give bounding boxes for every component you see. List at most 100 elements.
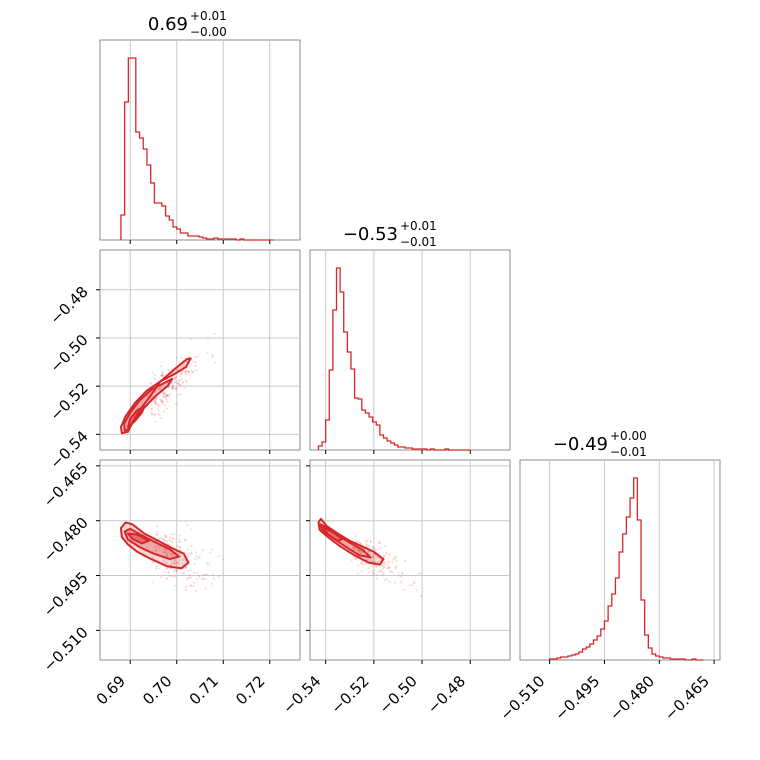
param-0-median: 0.69 — [148, 14, 188, 35]
sample-point — [365, 544, 368, 547]
sample-point — [159, 416, 162, 419]
sample-point — [173, 584, 176, 587]
sample-point — [369, 539, 372, 542]
sample-point — [166, 394, 169, 397]
sample-point — [173, 533, 176, 536]
sample-point — [172, 376, 175, 379]
param-1-median: −0.53 — [343, 224, 398, 245]
sample-point — [377, 541, 380, 544]
sample-point — [193, 581, 196, 584]
sample-point — [367, 544, 370, 547]
sample-point — [196, 571, 199, 574]
sample-point — [178, 546, 181, 549]
sample-point — [161, 400, 164, 403]
sample-point — [360, 562, 363, 565]
sample-point — [156, 564, 159, 567]
sample-point — [389, 571, 392, 574]
sample-point — [360, 552, 363, 555]
panel-2-1-frame — [309, 459, 511, 661]
x-tick-label-2-1: −0.495 — [551, 672, 603, 724]
sample-point — [162, 396, 165, 399]
sample-point — [201, 578, 204, 581]
sample-point — [401, 572, 404, 575]
sample-point — [165, 394, 168, 397]
sample-point — [168, 539, 171, 542]
sample-point — [397, 571, 400, 574]
sample-point — [184, 588, 187, 591]
sample-point — [159, 398, 162, 401]
sample-point — [186, 548, 189, 551]
sample-point — [187, 372, 190, 375]
sample-point — [170, 563, 173, 566]
sample-point — [178, 534, 181, 537]
sample-point — [160, 399, 163, 402]
sample-point — [167, 368, 170, 371]
sample-point — [186, 576, 189, 579]
sample-point — [365, 543, 368, 546]
sample-point — [351, 546, 354, 549]
sample-point — [384, 561, 387, 564]
sample-point — [169, 567, 172, 570]
sample-point — [198, 576, 201, 579]
sample-point — [165, 554, 168, 557]
sample-point — [352, 548, 355, 551]
sample-point — [182, 558, 185, 561]
sample-point — [176, 356, 179, 359]
sample-point — [180, 373, 183, 376]
sample-point — [175, 386, 178, 389]
y-tick-label-2-2: −0.480 — [40, 514, 92, 566]
param-2-histogram — [548, 477, 704, 661]
sample-point — [367, 550, 370, 553]
sample-point — [388, 580, 391, 583]
sample-point — [162, 393, 165, 396]
sample-point — [372, 572, 375, 575]
sample-point — [180, 377, 183, 380]
sample-point — [165, 577, 168, 580]
sample-point — [184, 585, 187, 588]
sample-point — [177, 552, 180, 555]
sample-point — [388, 560, 391, 563]
sample-point — [182, 568, 185, 571]
sample-point — [378, 548, 381, 551]
sample-point — [400, 572, 403, 575]
sample-point — [189, 569, 192, 572]
sample-point — [185, 379, 188, 382]
sample-point — [171, 386, 174, 389]
sample-point — [358, 550, 361, 553]
sample-point — [168, 571, 171, 574]
sample-point — [354, 546, 357, 549]
sample-point — [171, 537, 174, 540]
sample-point — [387, 561, 390, 564]
sample-point — [387, 566, 390, 569]
sample-point — [178, 538, 181, 541]
sample-point — [196, 578, 199, 581]
sample-point — [181, 381, 184, 384]
sample-point — [352, 546, 355, 549]
sample-point — [165, 397, 168, 400]
sample-point — [155, 567, 158, 570]
sample-point — [196, 355, 199, 358]
sample-point — [161, 391, 164, 394]
sample-point — [203, 577, 206, 580]
sample-point — [178, 546, 181, 549]
sample-point — [370, 560, 373, 563]
sample-point — [164, 404, 167, 407]
sample-point — [180, 371, 183, 374]
sample-point — [395, 559, 398, 562]
param-1-lower-error: −0.01 — [400, 235, 437, 249]
sample-point — [397, 574, 400, 577]
sample-point — [375, 577, 378, 580]
sample-point — [188, 365, 191, 368]
sample-point — [167, 571, 170, 574]
sample-point — [214, 361, 217, 364]
sample-point — [163, 391, 166, 394]
sample-point — [164, 562, 167, 565]
sample-point — [155, 397, 158, 400]
sample-point — [383, 578, 386, 581]
sample-point — [358, 549, 361, 552]
sample-point — [192, 571, 195, 574]
sample-point — [187, 552, 190, 555]
sample-point — [413, 581, 416, 584]
sample-point — [175, 569, 178, 572]
sample-point — [166, 539, 169, 542]
